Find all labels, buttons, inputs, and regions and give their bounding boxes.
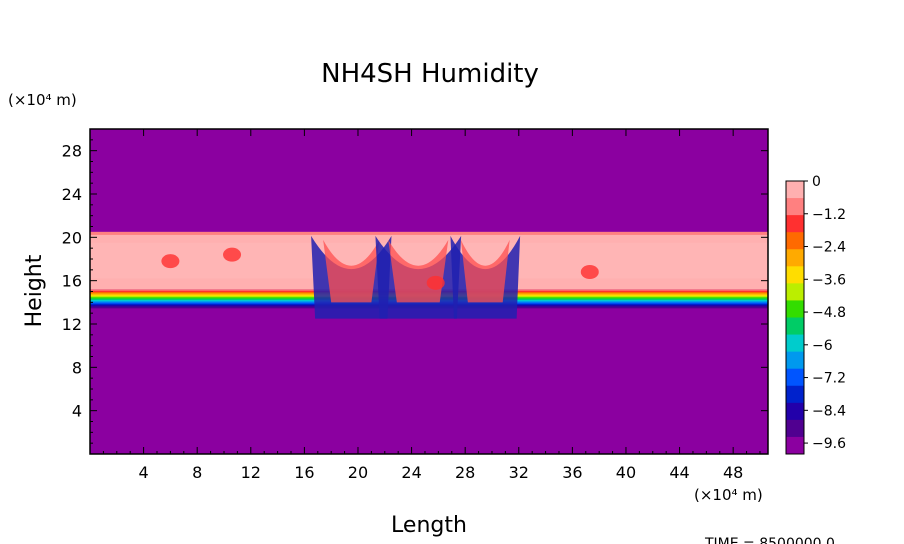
colorbar-tick-label: −4.8 — [812, 305, 846, 321]
colorbar-swatch — [786, 419, 804, 438]
x-tick-label: 20 — [348, 463, 368, 482]
x-tick-label: 44 — [669, 463, 689, 482]
colorbar-tick-label: −8.4 — [812, 403, 846, 419]
x-tick-label: 8 — [192, 463, 202, 482]
colorbar-swatch — [786, 334, 804, 353]
heatmap-plume-core — [323, 239, 380, 303]
y-tick-label: 8 — [72, 358, 82, 377]
colorbar-tick-label: 0 — [812, 174, 821, 190]
y-axis-ticks: 4 8 12 16 20 24 28 — [62, 139, 768, 444]
heatmap-blob — [580, 265, 599, 279]
x-tick-label: 32 — [509, 463, 529, 482]
y-tick-label: 4 — [72, 402, 82, 421]
y-tick-label: 20 — [62, 228, 82, 247]
colorbar-frame — [785, 180, 805, 455]
x-tick-label: 48 — [723, 463, 743, 482]
colorbar-swatch — [786, 232, 804, 250]
colorbar-swatch — [786, 283, 804, 301]
x-tick-label: 16 — [294, 463, 314, 482]
x-tick-label: 28 — [455, 463, 475, 482]
x-axis-label: Length — [391, 513, 467, 538]
heatmap-blob — [223, 247, 242, 262]
colorbar-tick-label: −9.6 — [812, 436, 846, 452]
colorbar-tick-label: −7.2 — [812, 371, 846, 387]
y-tick-label: 16 — [62, 272, 82, 291]
heatmap-blob — [161, 254, 180, 269]
x-tick-label: 4 — [139, 463, 149, 482]
x-tick-label: 12 — [241, 463, 261, 482]
colorbar: 0 −1.2 −2.4 −3.6 −4.8 −6 −7.2 −8.4 −9.6 — [785, 174, 846, 455]
heatmap-layer-top-edge — [90, 231, 768, 235]
colorbar-swatch — [786, 368, 804, 387]
y-tick-label: 28 — [62, 142, 82, 161]
colorbar-swatch — [786, 436, 804, 455]
colorbar-swatch — [786, 249, 804, 267]
y-tick-label: 24 — [62, 185, 82, 204]
y-axis-label: Height — [22, 254, 47, 327]
colorbar-tick-label: −1.2 — [812, 207, 846, 223]
heatmap-plume-core — [460, 239, 510, 303]
colorbar-tick-label: −3.6 — [812, 272, 846, 288]
colorbar-tick-label: −6 — [812, 338, 833, 354]
x-tick-label: 40 — [616, 463, 636, 482]
colorbar-swatch — [786, 317, 804, 336]
colorbar-swatch — [786, 198, 804, 216]
heatmap-blob — [426, 275, 445, 290]
y-tick-label: 12 — [62, 315, 82, 334]
colorbar-swatch — [786, 181, 804, 199]
y-unit-label: (×10⁴ m) — [8, 91, 77, 109]
colorbar-swatch — [786, 385, 804, 404]
x-unit-label: (×10⁴ m) — [694, 486, 763, 504]
x-axis-ticks: 4 8 12 16 20 24 28 32 36 40 44 48 — [102, 129, 761, 482]
x-tick-label: 24 — [401, 463, 421, 482]
colorbar-swatch — [786, 351, 804, 370]
chart-title: NH4SH Humidity — [321, 59, 539, 89]
colorbar-swatch — [786, 266, 804, 284]
colorbar-swatch — [786, 402, 804, 421]
plot-area — [89, 128, 769, 455]
colorbar-tick-label: −2.4 — [812, 240, 846, 256]
x-tick-label: 36 — [562, 463, 582, 482]
colorbar-swatch — [786, 300, 804, 318]
colorbar-swatch — [786, 215, 804, 233]
time-footer: TIME = 8500000.0 — [704, 536, 835, 544]
